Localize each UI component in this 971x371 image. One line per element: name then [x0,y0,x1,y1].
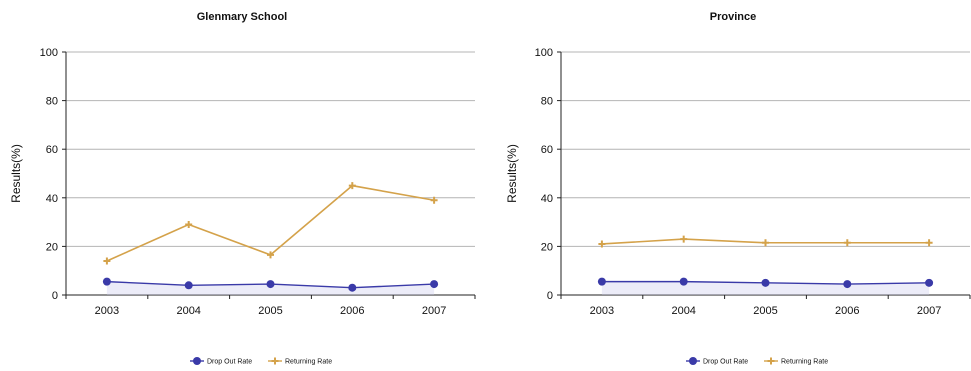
drop-out-rate-point [266,280,275,289]
returning-rate-point [185,221,193,229]
y-tick-label: 100 [535,47,553,59]
returning-rate-point [762,239,769,247]
returning-rate-line [106,184,435,262]
x-tick-label: 2003 [95,305,119,317]
legend-marker-plus [271,357,279,365]
drop-out-rate-point [925,278,934,287]
x-tick-label: 2005 [753,305,777,317]
returning-rate-point [267,251,274,259]
drop-out-rate-point [184,281,193,290]
y-tick-label: 80 [541,96,553,108]
drop-out-rate-point [761,278,770,287]
legend: Drop Out Rate Returning Rate [686,357,828,366]
returning-rate-point [598,240,606,248]
legend-marker-circle [689,357,697,365]
legend-label: Drop Out Rate [703,359,748,366]
x-tick-label: 2004 [671,305,695,317]
chart-title: Province [710,11,756,23]
y-tick-label: 0 [52,290,58,302]
chart-2: Province 0 20 40 60 80 100 2003 2004 2005 2006 2007… [505,11,971,366]
legend-label: Returning Rate [285,359,332,366]
y-tick-label: 20 [46,241,58,253]
drop-out-rate-point [843,280,852,289]
y-tick-label: 100 [40,47,58,59]
x-tick-label: 2004 [176,305,200,317]
returning-rate-point [925,239,933,247]
legend-marker-circle [193,357,201,365]
returning-rate-point [680,235,688,243]
x-tick-label: 2005 [258,305,282,317]
returning-rate-point [843,239,851,247]
y-axis-label: Results(%) [9,144,23,203]
x-tick-label: 2006 [340,305,364,317]
legend-marker-plus [767,357,775,365]
y-tick-label: 60 [46,144,58,156]
y-tick-label: 40 [541,193,553,205]
returning-rate-point [103,257,111,265]
y-axis-label: Results(%) [505,144,519,203]
returning-rate-point [348,182,356,190]
drop-out-rate-point [679,277,688,286]
legend: Drop Out Rate Returning Rate [190,357,332,366]
y-tick-label: 80 [46,96,58,108]
x-tick-label: 2003 [590,305,614,317]
returning-rate-point [430,196,438,204]
chart-title: Glenmary School [197,11,287,23]
x-tick-label: 2007 [917,305,941,317]
x-tick-label: 2007 [422,305,446,317]
legend-label: Drop Out Rate [207,359,252,366]
drop-out-rate-point [348,283,357,292]
y-tick-label: 60 [541,144,553,156]
y-tick-label: 40 [46,193,58,205]
drop-out-rate-point [102,277,111,286]
chart-1: Glenmary School 0 20 40 60 80 100 2003 2004 2005 2… [9,11,476,366]
legend-label: Returning Rate [781,359,828,366]
y-tick-label: 20 [541,241,553,253]
drop-out-rate-point [597,277,606,286]
y-tick-label: 0 [547,290,553,302]
x-tick-label: 2006 [835,305,859,317]
drop-out-rate-point [430,280,439,289]
